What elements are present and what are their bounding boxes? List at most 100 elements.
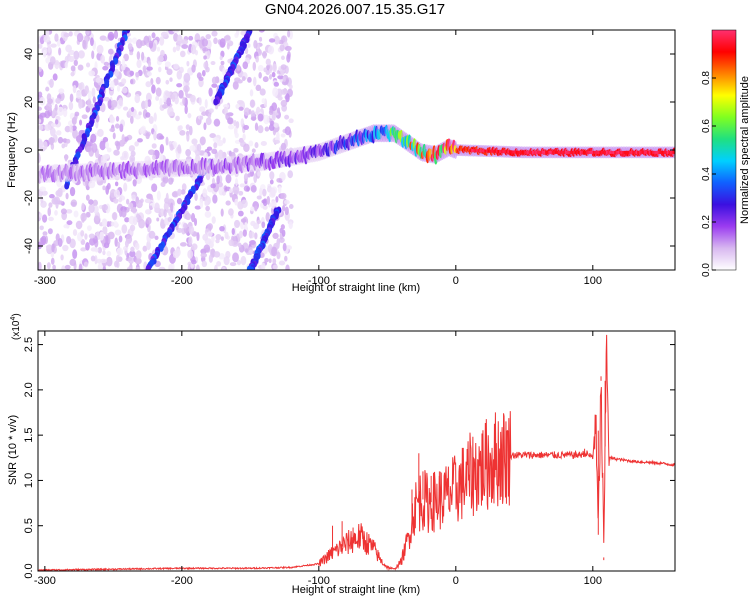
- noise-speckle: [279, 44, 285, 52]
- noise-speckle: [284, 114, 290, 120]
- noise-speckle: [101, 218, 108, 228]
- snr-y-multiplier: (x104): [10, 313, 22, 340]
- noise-speckle: [176, 70, 183, 80]
- noise-speckle: [50, 257, 55, 265]
- noise-speckle: [268, 38, 276, 43]
- noise-speckle: [76, 32, 84, 43]
- noise-speckle: [131, 194, 136, 200]
- noise-speckle: [156, 46, 161, 52]
- noise-speckle: [146, 240, 151, 251]
- noise-speckle: [92, 96, 96, 104]
- ridge-core: [651, 150, 654, 154]
- noise-speckle: [228, 208, 234, 216]
- noise-speckle: [49, 127, 56, 137]
- noise-speckle: [106, 182, 111, 190]
- noise-speckle: [228, 239, 234, 247]
- noise-speckle: [88, 70, 96, 77]
- noise-speckle: [116, 247, 124, 256]
- noise-speckle: [62, 244, 69, 252]
- noise-speckle: [272, 264, 278, 270]
- noise-speckle: [278, 260, 286, 266]
- noise-speckle: [46, 262, 51, 270]
- noise-speckle: [145, 209, 150, 215]
- ridge-core: [504, 150, 507, 154]
- noise-speckle: [172, 46, 177, 53]
- noise-speckle: [153, 130, 157, 141]
- noise-speckle: [277, 185, 282, 194]
- noise-speckle: [191, 243, 198, 251]
- noise-speckle: [249, 89, 254, 97]
- noise-speckle: [38, 140, 44, 149]
- noise-speckle: [159, 143, 165, 154]
- noise-speckle: [102, 226, 108, 235]
- noise-speckle: [120, 64, 126, 71]
- noise-speckle: [270, 120, 275, 126]
- noise-speckle: [219, 38, 226, 48]
- noise-speckle: [204, 210, 212, 218]
- ridge-core: [645, 150, 648, 154]
- noise-speckle: [267, 45, 275, 55]
- ridge-core: [566, 150, 569, 154]
- noise-speckle: [234, 178, 239, 186]
- noise-speckle: [159, 97, 163, 107]
- ridge-core: [527, 150, 530, 154]
- ridge-core: [563, 150, 566, 154]
- noise-speckle: [253, 39, 258, 49]
- noise-speckle: [51, 243, 55, 253]
- noise-speckle: [262, 188, 267, 197]
- noise-speckle: [90, 37, 94, 47]
- ridge-core: [548, 150, 551, 154]
- noise-speckle: [280, 224, 285, 230]
- noise-speckle: [264, 126, 270, 132]
- noise-speckle: [81, 114, 88, 120]
- noise-speckle: [88, 199, 94, 205]
- noise-speckle: [191, 259, 197, 265]
- noise-speckle: [269, 171, 275, 180]
- noise-speckle: [248, 109, 252, 115]
- diagonal-track-point: [145, 266, 151, 270]
- ridge-core: [472, 149, 475, 153]
- noise-speckle: [129, 224, 136, 232]
- noise-speckle: [262, 50, 267, 59]
- noise-speckle: [172, 30, 180, 33]
- ridge-core: [578, 150, 581, 154]
- ridge-core: [494, 149, 497, 153]
- noise-speckle: [237, 210, 244, 217]
- noise-speckle: [247, 76, 252, 83]
- noise-speckle: [137, 138, 143, 143]
- noise-speckle: [162, 175, 169, 184]
- noise-speckle: [77, 64, 84, 71]
- noise-speckle: [273, 122, 280, 128]
- ridge-core: [525, 150, 528, 154]
- noise-speckle: [154, 202, 160, 213]
- noise-speckle: [167, 216, 172, 222]
- noise-speckle: [102, 266, 106, 270]
- noise-speckle: [201, 69, 206, 77]
- noise-speckle: [195, 264, 200, 270]
- noise-speckle: [199, 198, 204, 209]
- y-tick-label: 2.0: [23, 382, 35, 397]
- noise-speckle: [94, 247, 99, 253]
- noise-speckle: [144, 198, 151, 204]
- noise-speckle: [275, 196, 279, 203]
- noise-speckle: [100, 54, 105, 64]
- noise-speckle: [63, 32, 70, 38]
- noise-speckle: [121, 87, 128, 94]
- noise-speckle: [258, 30, 265, 33]
- ridge-core: [541, 150, 544, 154]
- noise-speckle: [186, 213, 191, 221]
- ridge-core: [490, 149, 493, 153]
- noise-speckle: [271, 246, 278, 257]
- noise-speckle: [213, 37, 218, 45]
- noise-speckle: [47, 228, 53, 235]
- noise-speckle: [168, 208, 172, 216]
- noise-speckle: [186, 132, 190, 142]
- noise-speckle: [196, 143, 202, 152]
- noise-speckle: [262, 76, 269, 83]
- ridge-core: [520, 150, 523, 154]
- ridge-core: [484, 149, 487, 153]
- noise-speckle: [54, 103, 58, 111]
- noise-speckle: [169, 143, 174, 151]
- noise-speckle: [38, 124, 44, 131]
- noise-speckle: [113, 189, 121, 198]
